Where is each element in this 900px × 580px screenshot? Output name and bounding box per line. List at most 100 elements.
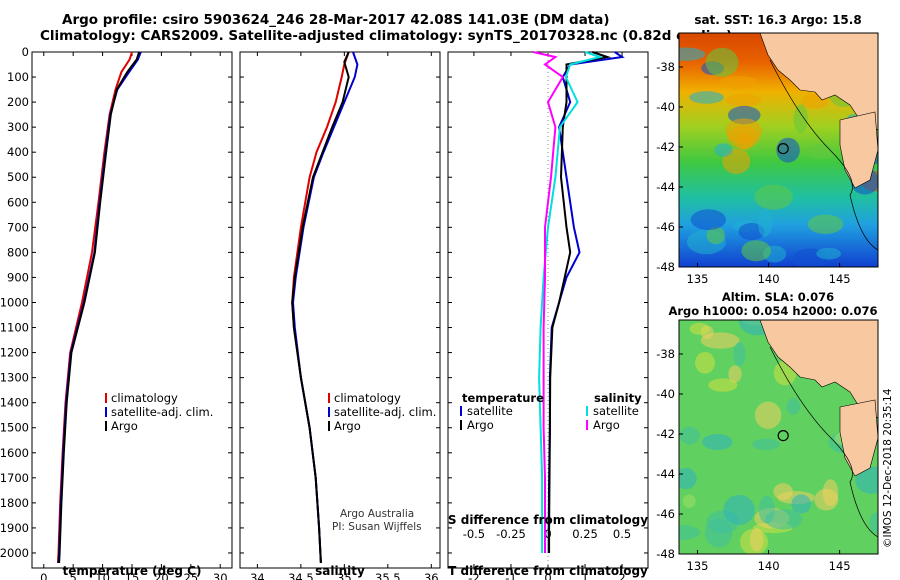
map-y-tick-label: -48 xyxy=(656,260,675,274)
difference-legend: temperature satellite Argo salinity sate… xyxy=(460,391,642,432)
x-tick-label: 34 xyxy=(250,571,265,580)
sst-argo-marker xyxy=(777,143,789,155)
map-x-tick-label: 135 xyxy=(687,559,709,573)
map-texture xyxy=(738,223,765,241)
map-texture xyxy=(705,47,739,77)
chart-title-line1: Argo profile: csiro 5903624_246 28-Mar-2… xyxy=(62,12,610,28)
legend-label-argo: Argo xyxy=(334,419,361,433)
salinity-legend: climatology satellite-adj. clim. Argo xyxy=(328,391,436,433)
series-line xyxy=(58,51,141,564)
map-texture xyxy=(679,426,700,445)
x-tick-label: 2 xyxy=(618,571,625,580)
map-texture xyxy=(869,512,878,534)
map-y-tick-label: -46 xyxy=(656,507,675,521)
legend-swatch-t-satellite xyxy=(460,406,462,416)
y-tick-label: 1300 xyxy=(0,371,29,385)
map-y-tick-label: -44 xyxy=(656,180,675,194)
y-tick-label: 600 xyxy=(7,195,29,209)
x-tick-label: 5 xyxy=(70,571,77,580)
sla-argo-marker xyxy=(777,430,789,442)
map-texture xyxy=(689,322,710,335)
map-texture xyxy=(791,494,812,514)
difference-panel: -2 -1 0 1 2-0.5 -0.25 0 0.25 0.5 temperature sat… xyxy=(447,51,649,580)
y-tick-label: 200 xyxy=(7,95,29,109)
legend-label-satellite: satellite-adj. clim. xyxy=(334,405,436,419)
legend-label-s-satellite: satellite xyxy=(593,404,639,418)
map-texture xyxy=(700,332,740,349)
map-texture xyxy=(822,479,839,507)
sst-map-frame xyxy=(678,32,879,268)
map-y-tick-label: -38 xyxy=(656,60,675,74)
x-tick-label: 25 xyxy=(184,571,199,580)
y-tick-label: 1900 xyxy=(0,521,29,535)
chart-title-line2: Climatology: CARS2009. Satellite-adjuste… xyxy=(40,28,733,44)
legend-label-t-satellite: satellite xyxy=(467,404,513,418)
map-texture xyxy=(682,494,696,508)
y-tick-label: 1800 xyxy=(0,496,29,510)
difference-x-label: T difference from climatology xyxy=(448,564,648,578)
legend-label-climatology: climatology xyxy=(111,391,178,405)
map-texture xyxy=(706,226,725,245)
y-tick-label: 1200 xyxy=(0,346,29,360)
legend-title-salinity: salinity xyxy=(594,391,642,405)
legend-label-s-argo: Argo xyxy=(593,418,620,432)
x-tick-label: 20 xyxy=(154,571,169,580)
y-tick-label: 1500 xyxy=(0,421,29,435)
sst-map: sat. SST: 16.3 Argo: 15.8 135 140 145 -38 -4… xyxy=(656,13,879,286)
y-tick-label: 400 xyxy=(7,145,29,159)
map-texture xyxy=(714,143,733,157)
legend-label-satellite: satellite-adj. clim. xyxy=(111,405,213,419)
map-x-tick-label: 145 xyxy=(829,272,851,286)
map-y-tick-label: -42 xyxy=(656,140,675,154)
sla-map-title: Altim. SLA: 0.076 xyxy=(722,290,834,304)
legend-swatch-argo xyxy=(328,421,330,431)
temperature-panel: 0100200300400500600700800900100011001200… xyxy=(0,45,233,580)
sst-land-tasmania xyxy=(839,111,878,189)
map-texture xyxy=(750,527,764,552)
map-texture xyxy=(728,365,742,383)
legend-swatch-argo xyxy=(105,421,107,431)
y-tick-label: 500 xyxy=(7,170,29,184)
y-tick-label: 0 xyxy=(22,45,29,59)
temperature-x-label: temperature (deg C) xyxy=(63,564,202,578)
legend-label-t-argo: Argo xyxy=(467,418,494,432)
temperature-legend: climatology satellite-adj. clim. Argo xyxy=(105,391,213,433)
x-tick-label: 1 xyxy=(581,571,588,580)
legend-swatch-satellite xyxy=(105,407,107,417)
map-texture xyxy=(807,214,844,234)
map-texture xyxy=(786,398,801,415)
map-y-tick-label: -46 xyxy=(656,220,675,234)
legend-swatch-climatology xyxy=(328,393,330,403)
legend-title-temperature: temperature xyxy=(462,391,544,405)
map-y-tick-label: -44 xyxy=(656,467,675,481)
imos-credit: ©IMOS 12-Dec-2018 20:35:14 xyxy=(882,388,894,548)
x-tick-label: 0 xyxy=(40,571,47,580)
y-tick-label: 100 xyxy=(7,70,29,84)
map-texture xyxy=(679,47,706,61)
sla-map: Altim. SLA: 0.076 Argo h1000: 0.054 h200… xyxy=(656,290,879,573)
map-y-tick-label: -38 xyxy=(656,347,675,361)
x-tick-label: 35 xyxy=(337,571,352,580)
map-texture xyxy=(679,467,697,490)
map-texture xyxy=(816,247,842,260)
legend-swatch-satellite xyxy=(328,407,330,417)
map-texture xyxy=(754,184,793,210)
x-tick-label: -1 xyxy=(505,571,516,580)
y-tick-label: 1000 xyxy=(0,295,29,309)
y-tick-label: 2000 xyxy=(0,546,29,560)
map-x-tick-label: 140 xyxy=(758,559,780,573)
map-texture xyxy=(725,93,762,107)
legend-swatch-s-satellite xyxy=(586,406,588,416)
annotation-argo-australia: Argo Australia xyxy=(340,508,414,520)
sla-land-tasmania xyxy=(839,399,878,477)
map-texture xyxy=(708,378,738,392)
map-texture xyxy=(855,466,878,494)
sst-isobath xyxy=(769,59,878,251)
y-tick-label: 300 xyxy=(7,120,29,134)
salinity-panel: 34 34.5 35 35.5 36 climatology satellite-adj… xyxy=(239,51,441,580)
legend-swatch-climatology xyxy=(105,393,107,403)
y-tick-label: 1600 xyxy=(0,446,29,460)
x-tick-label: 0 xyxy=(544,571,551,580)
map-texture xyxy=(793,104,808,133)
